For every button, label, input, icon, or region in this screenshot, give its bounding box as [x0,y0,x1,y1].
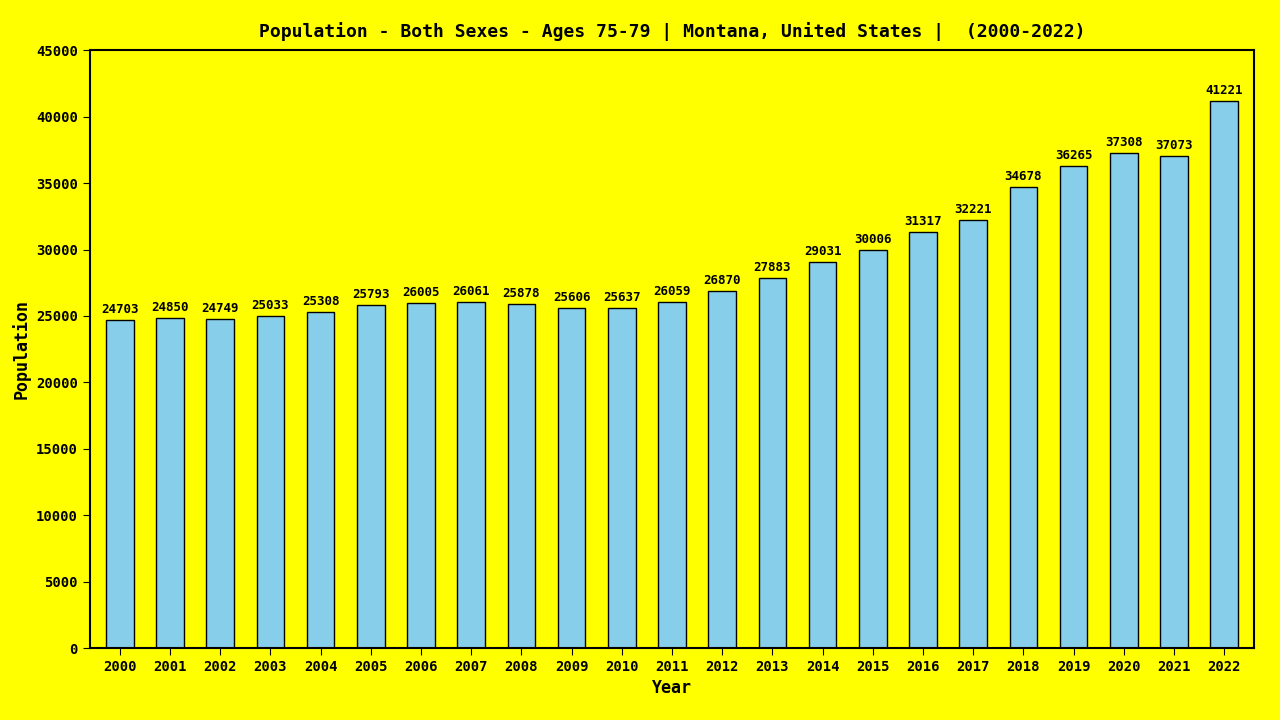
Text: 31317: 31317 [904,215,942,228]
Bar [307,312,334,648]
Text: 25793: 25793 [352,289,389,302]
X-axis label: Year: Year [652,680,692,698]
Bar [759,278,786,648]
Text: 37308: 37308 [1105,135,1143,148]
Bar [1160,156,1188,648]
Bar [106,320,133,648]
Text: 26061: 26061 [452,285,490,298]
Text: 27883: 27883 [754,261,791,274]
Text: 24703: 24703 [101,303,138,316]
Bar [658,302,686,648]
Text: 26870: 26870 [704,274,741,287]
Text: 36265: 36265 [1055,150,1092,163]
Bar [909,232,937,648]
Text: 25637: 25637 [603,291,640,304]
Bar [608,307,636,648]
Bar [508,305,535,648]
Bar [357,305,384,648]
Text: 24749: 24749 [201,302,239,315]
Text: 37073: 37073 [1156,139,1193,152]
Text: 29031: 29031 [804,246,841,258]
Text: 25606: 25606 [553,291,590,304]
Bar [960,220,987,648]
Bar [457,302,485,648]
Text: 25033: 25033 [252,299,289,312]
Bar [1010,187,1037,648]
Bar [407,302,435,648]
Bar [206,320,234,648]
Text: 34678: 34678 [1005,171,1042,184]
Bar [256,315,284,648]
Text: 26005: 26005 [402,286,440,299]
Bar [809,263,836,648]
Bar [558,308,585,648]
Y-axis label: Population: Population [12,300,31,399]
Text: 41221: 41221 [1206,84,1243,96]
Title: Population - Both Sexes - Ages 75-79 | Montana, United States |  (2000-2022): Population - Both Sexes - Ages 75-79 | M… [259,22,1085,40]
Bar [859,250,887,648]
Text: 32221: 32221 [955,203,992,216]
Text: 26059: 26059 [653,285,691,298]
Bar [1110,153,1138,648]
Text: 25308: 25308 [302,295,339,308]
Bar [1211,101,1238,648]
Bar [708,291,736,648]
Bar [1060,166,1088,648]
Text: 30006: 30006 [854,233,892,246]
Bar [156,318,184,648]
Text: 25878: 25878 [503,287,540,300]
Text: 24850: 24850 [151,301,188,314]
